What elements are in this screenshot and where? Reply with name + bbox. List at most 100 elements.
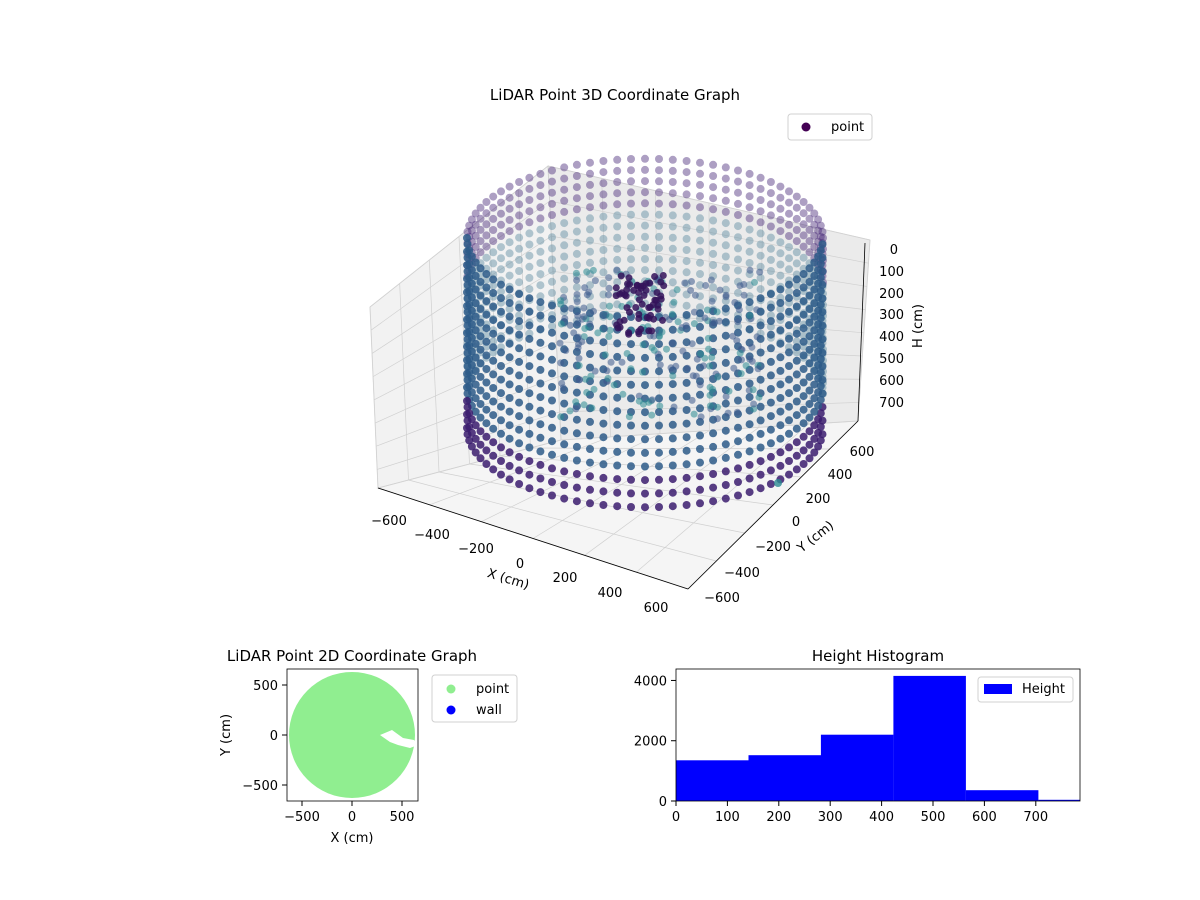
wall-point xyxy=(572,442,581,451)
inner-point xyxy=(610,381,618,389)
wall-point xyxy=(536,460,545,469)
wall-point xyxy=(776,227,785,236)
wall-point xyxy=(613,189,622,198)
inner-point xyxy=(639,368,646,376)
wall-point xyxy=(682,268,691,277)
wall-point xyxy=(476,203,485,212)
wall-point xyxy=(613,352,622,361)
inner-point xyxy=(737,370,745,378)
wall-point xyxy=(572,483,581,492)
wall-point xyxy=(816,395,825,404)
wall-point xyxy=(463,321,472,330)
wall-point xyxy=(599,406,608,414)
wall-point xyxy=(536,447,545,456)
wall-point xyxy=(560,185,569,194)
wall-point xyxy=(497,265,505,274)
inner-point xyxy=(572,269,580,277)
wall-point xyxy=(515,480,524,488)
wall-point xyxy=(810,339,819,348)
wall-point xyxy=(548,464,556,473)
wall-point xyxy=(696,225,704,234)
wall-point xyxy=(734,199,742,208)
inner-point xyxy=(702,282,710,289)
x-axis-label-2d: X (cm) xyxy=(331,831,374,846)
wall-point xyxy=(814,428,823,437)
wall-point xyxy=(696,169,704,178)
wall-point xyxy=(734,233,742,242)
legend-marker-point xyxy=(446,684,456,694)
wall-point xyxy=(613,475,622,484)
y-tick-hist: 4000 xyxy=(634,674,667,689)
wall-point xyxy=(586,236,594,245)
wall-point xyxy=(471,380,480,389)
wall-point xyxy=(515,303,524,312)
wall-point xyxy=(805,264,814,273)
wall-point xyxy=(471,285,480,294)
grid-line xyxy=(371,235,552,354)
inner-point xyxy=(693,355,701,363)
legend-label-point: point xyxy=(476,682,509,697)
wall-point xyxy=(776,312,785,321)
wall-point xyxy=(463,315,471,324)
wall-point xyxy=(515,412,524,421)
y-tick: −400 xyxy=(724,566,760,581)
wall-point xyxy=(721,241,730,250)
y-tick: −200 xyxy=(755,540,791,555)
wall-point xyxy=(515,255,524,264)
legend-marker-wall xyxy=(446,705,456,715)
wall-point xyxy=(792,384,801,392)
x-tick-hist: 600 xyxy=(972,810,997,825)
wall-point xyxy=(497,457,505,465)
wall-point xyxy=(560,163,569,172)
wall-point xyxy=(696,458,704,467)
wall-point xyxy=(627,380,635,389)
wall-point xyxy=(497,443,505,452)
hist-bar xyxy=(893,675,966,801)
wall-point xyxy=(627,475,635,484)
wall-point xyxy=(696,336,704,345)
x-tick: −200 xyxy=(458,542,494,557)
wall-point xyxy=(641,266,649,275)
wall-point xyxy=(805,386,814,395)
wall-point xyxy=(560,274,569,283)
wall-point xyxy=(560,252,569,261)
wall-point xyxy=(816,436,825,445)
inner-point xyxy=(670,298,678,306)
wall-point xyxy=(734,177,742,186)
wall-point xyxy=(766,371,775,380)
wall-point xyxy=(505,215,514,224)
wall-point xyxy=(745,236,754,245)
wall-point xyxy=(482,209,491,218)
wall-point xyxy=(792,275,801,284)
wall-point xyxy=(655,255,663,264)
wall-point xyxy=(655,475,663,484)
inner-point xyxy=(573,276,581,284)
wall-point xyxy=(489,237,498,246)
y-tick: 600 xyxy=(850,445,875,460)
wall-point xyxy=(799,405,808,414)
inner-point xyxy=(561,315,569,322)
wall-point xyxy=(560,426,569,435)
inner-point xyxy=(613,266,621,274)
wall-point xyxy=(536,433,545,442)
wall-point xyxy=(810,367,819,375)
wall-point xyxy=(476,237,485,246)
wall-point xyxy=(709,227,718,236)
wall-point xyxy=(560,331,569,340)
plot-frame-hist xyxy=(675,668,1081,802)
wall-point xyxy=(525,173,534,182)
wall-point xyxy=(668,178,677,186)
wall-point xyxy=(734,288,742,297)
wall-point xyxy=(482,432,491,441)
wall-point xyxy=(497,389,505,398)
wall-point xyxy=(655,199,663,208)
inner-point xyxy=(709,319,717,327)
wall-point xyxy=(655,266,663,275)
wall-point xyxy=(696,404,704,413)
wall-point xyxy=(709,205,718,214)
wall-point xyxy=(810,326,819,335)
wall-point xyxy=(536,259,545,267)
wall-point xyxy=(814,279,823,288)
wall-point xyxy=(505,448,514,457)
wall-point xyxy=(814,266,823,275)
